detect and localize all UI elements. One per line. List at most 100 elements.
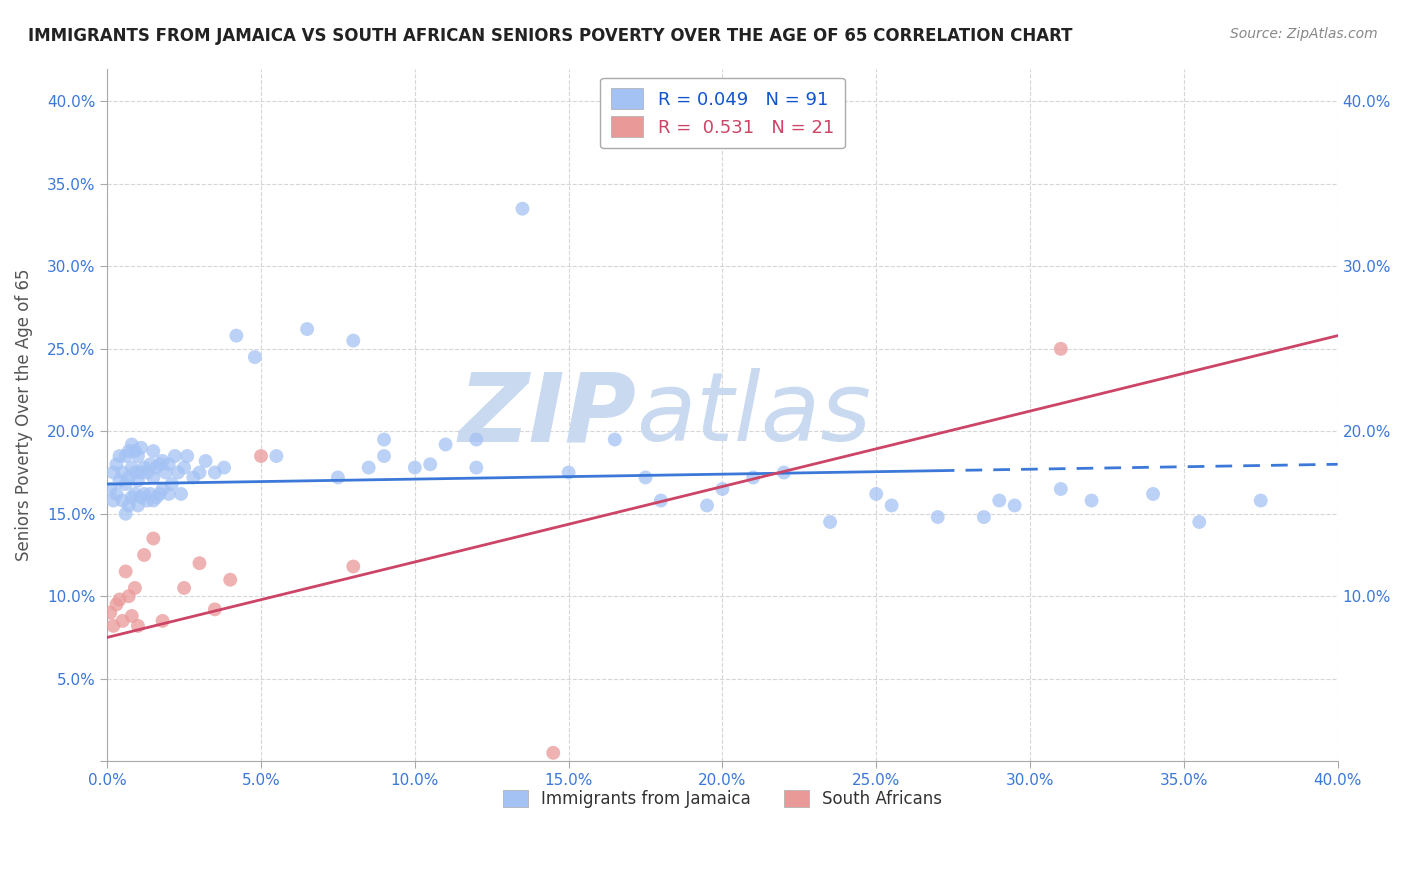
Text: atlas: atlas <box>637 368 872 461</box>
Point <box>132 487 155 501</box>
Point <box>373 433 395 447</box>
Point <box>512 202 534 216</box>
Point <box>118 470 141 484</box>
Point <box>136 466 159 480</box>
Point <box>865 487 887 501</box>
Point <box>121 460 143 475</box>
Point <box>105 487 128 501</box>
Point <box>157 457 180 471</box>
Point <box>373 449 395 463</box>
Point <box>103 466 125 480</box>
Point <box>132 460 155 475</box>
Point <box>142 532 165 546</box>
Legend: Immigrants from Jamaica, South Africans: Immigrants from Jamaica, South Africans <box>496 783 949 815</box>
Point <box>326 470 349 484</box>
Point <box>114 449 136 463</box>
Point <box>225 328 247 343</box>
Point <box>1004 499 1026 513</box>
Point <box>204 466 226 480</box>
Point <box>155 466 177 480</box>
Point <box>124 581 146 595</box>
Point <box>121 490 143 504</box>
Point <box>124 487 146 501</box>
Point <box>634 470 657 484</box>
Point <box>152 482 174 496</box>
Point <box>419 457 441 471</box>
Point <box>1142 487 1164 501</box>
Point <box>157 487 180 501</box>
Point <box>132 548 155 562</box>
Point <box>250 449 273 463</box>
Point <box>103 493 125 508</box>
Point <box>465 433 488 447</box>
Text: ZIP: ZIP <box>458 368 637 461</box>
Point <box>139 487 162 501</box>
Point <box>212 460 235 475</box>
Point <box>204 602 226 616</box>
Point <box>139 457 162 471</box>
Point <box>111 466 134 480</box>
Point <box>173 460 195 475</box>
Point <box>170 487 193 501</box>
Text: Source: ZipAtlas.com: Source: ZipAtlas.com <box>1230 27 1378 41</box>
Point <box>111 493 134 508</box>
Text: IMMIGRANTS FROM JAMAICA VS SOUTH AFRICAN SENIORS POVERTY OVER THE AGE OF 65 CORR: IMMIGRANTS FROM JAMAICA VS SOUTH AFRICAN… <box>28 27 1073 45</box>
Point <box>127 474 149 488</box>
Point <box>118 589 141 603</box>
Point <box>129 441 152 455</box>
Point <box>880 499 903 513</box>
Point <box>118 499 141 513</box>
Point <box>988 493 1011 508</box>
Point <box>152 454 174 468</box>
Point <box>176 449 198 463</box>
Point <box>742 470 765 484</box>
Point <box>127 449 149 463</box>
Point <box>173 581 195 595</box>
Point <box>434 437 457 451</box>
Point <box>163 449 186 463</box>
Point <box>121 609 143 624</box>
Point <box>98 606 121 620</box>
Point <box>124 444 146 458</box>
Point <box>124 466 146 480</box>
Point <box>1188 515 1211 529</box>
Point <box>108 449 131 463</box>
Point <box>142 470 165 484</box>
Y-axis label: Seniors Poverty Over the Age of 65: Seniors Poverty Over the Age of 65 <box>15 268 32 561</box>
Point <box>557 466 579 480</box>
Point <box>105 457 128 471</box>
Point <box>541 746 564 760</box>
Point <box>404 460 426 475</box>
Point <box>711 482 734 496</box>
Point <box>145 460 167 475</box>
Point <box>295 322 318 336</box>
Point <box>121 437 143 451</box>
Point <box>108 474 131 488</box>
Point <box>167 466 190 480</box>
Point <box>1250 493 1272 508</box>
Point <box>219 573 242 587</box>
Point <box>188 466 211 480</box>
Point <box>108 592 131 607</box>
Point <box>114 565 136 579</box>
Point <box>129 490 152 504</box>
Point <box>136 493 159 508</box>
Point <box>145 490 167 504</box>
Point <box>650 493 672 508</box>
Point <box>818 515 841 529</box>
Point <box>142 444 165 458</box>
Point <box>127 619 149 633</box>
Point <box>973 510 995 524</box>
Point <box>114 477 136 491</box>
Point <box>160 477 183 491</box>
Point <box>603 433 626 447</box>
Point <box>1049 482 1071 496</box>
Point <box>342 559 364 574</box>
Point <box>194 454 217 468</box>
Point <box>142 493 165 508</box>
Point <box>111 614 134 628</box>
Point <box>243 350 266 364</box>
Point <box>465 460 488 475</box>
Point <box>114 507 136 521</box>
Point <box>342 334 364 348</box>
